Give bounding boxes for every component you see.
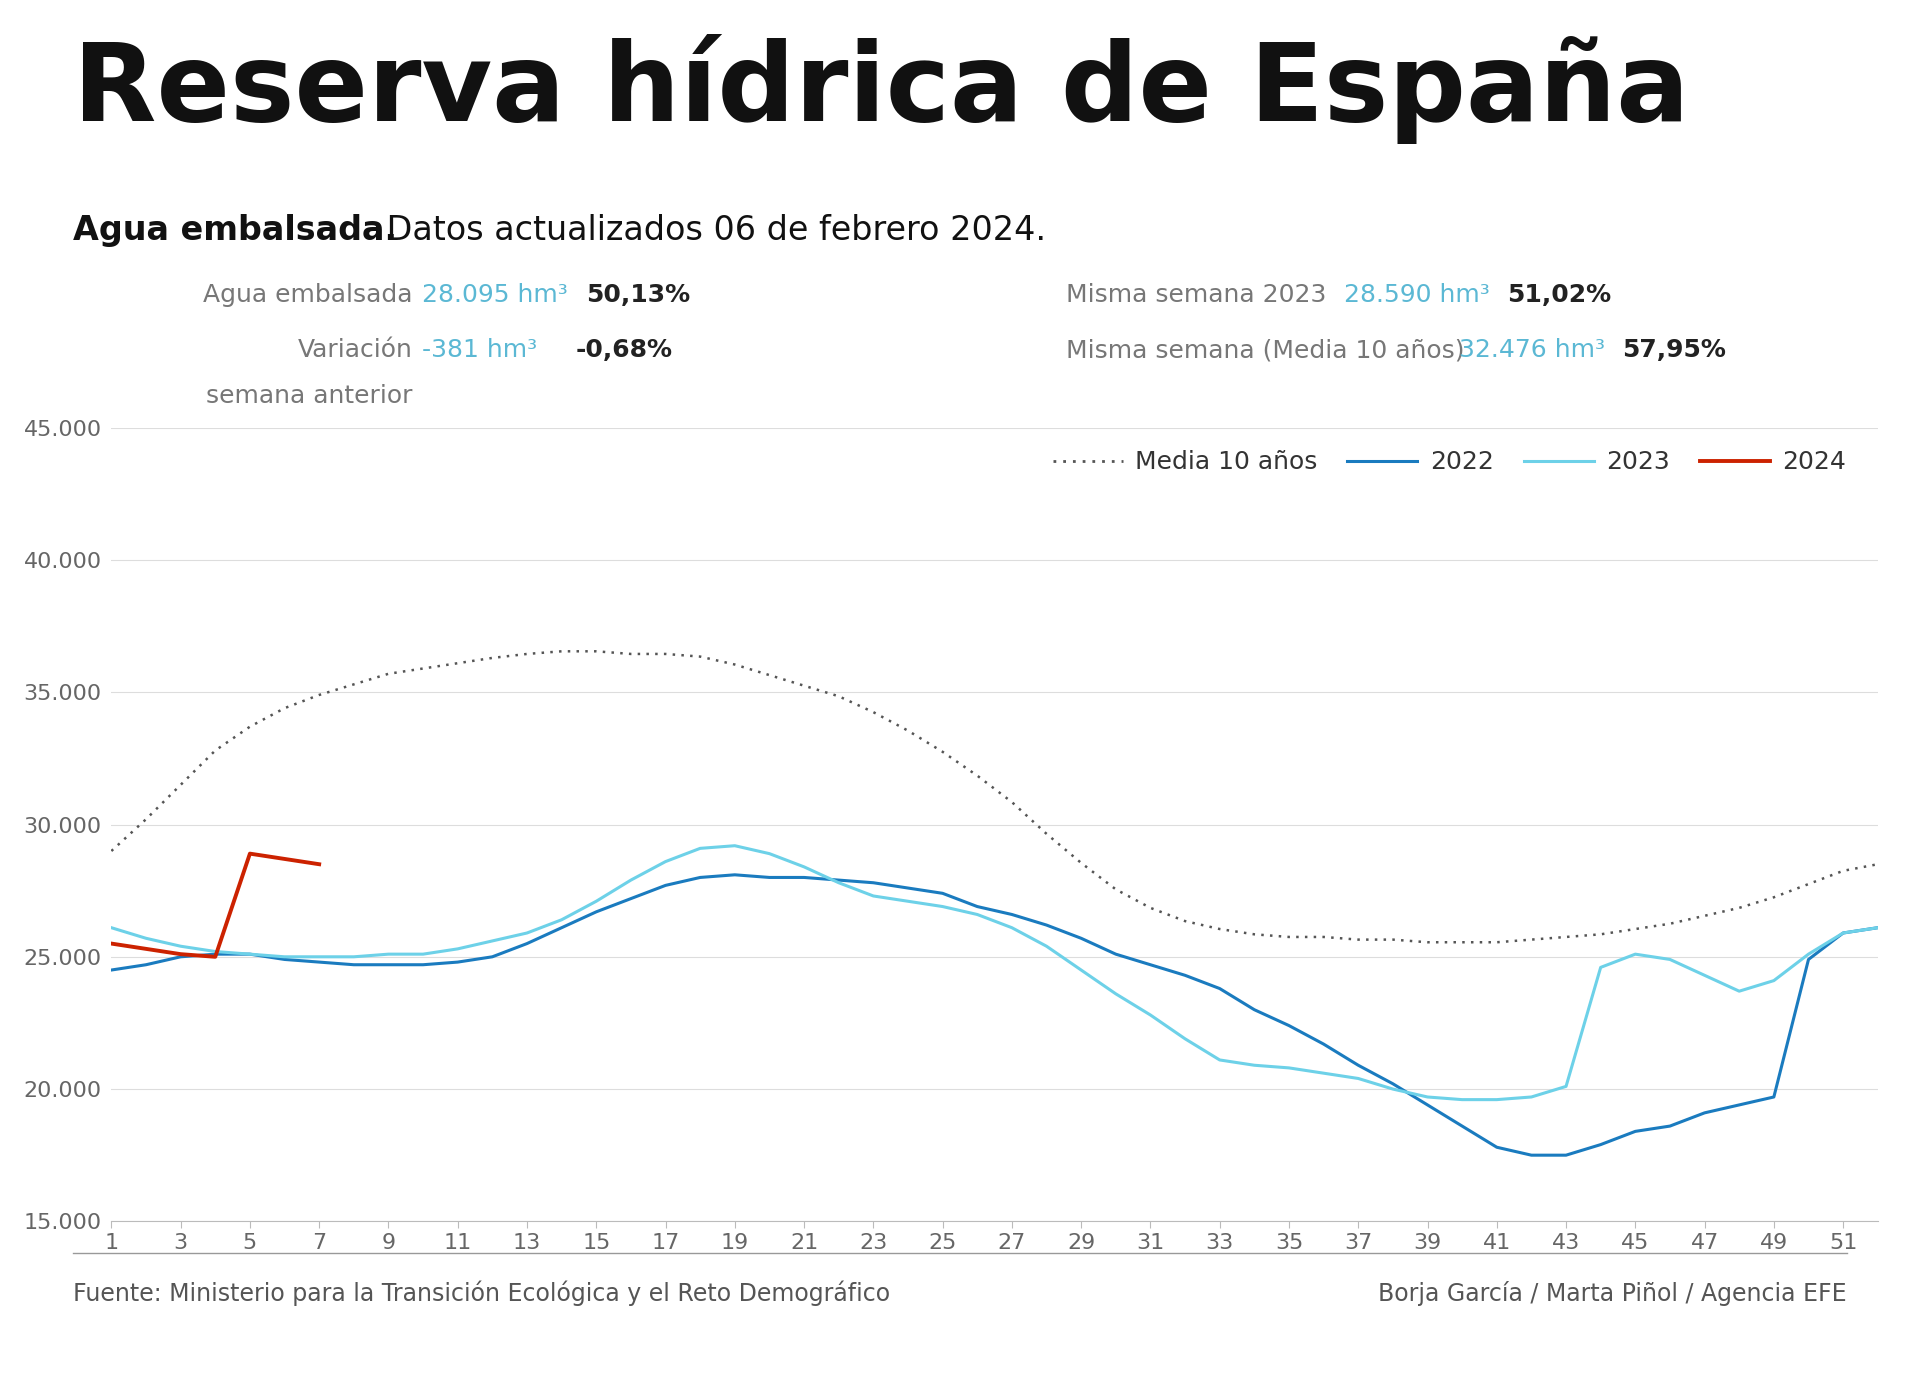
Text: Variación: Variación xyxy=(298,338,413,362)
Text: Misma semana (Media 10 años): Misma semana (Media 10 años) xyxy=(1066,338,1465,362)
Text: Borja García / Marta Piñol / Agencia EFE: Borja García / Marta Piñol / Agencia EFE xyxy=(1379,1281,1847,1305)
Text: Fuente: Ministerio para la Transición Ecológica y el Reto Demográfico: Fuente: Ministerio para la Transición Ec… xyxy=(73,1281,891,1305)
Text: Misma semana 2023: Misma semana 2023 xyxy=(1066,283,1327,306)
Text: Datos actualizados 06 de febrero 2024.: Datos actualizados 06 de febrero 2024. xyxy=(376,214,1046,247)
Text: Agua embalsada: Agua embalsada xyxy=(204,283,413,306)
Text: Reserva hídrica de España: Reserva hídrica de España xyxy=(73,34,1690,145)
Text: 28.095 hm³: 28.095 hm³ xyxy=(422,283,568,306)
Text: -0,68%: -0,68% xyxy=(576,338,674,362)
Text: Agua embalsada.: Agua embalsada. xyxy=(73,214,397,247)
Text: 28.590 hm³: 28.590 hm³ xyxy=(1344,283,1490,306)
Text: 51,02%: 51,02% xyxy=(1507,283,1611,306)
Text: 32.476 hm³: 32.476 hm³ xyxy=(1459,338,1605,362)
Text: -381 hm³: -381 hm³ xyxy=(422,338,538,362)
Text: 50,13%: 50,13% xyxy=(586,283,689,306)
Text: 57,95%: 57,95% xyxy=(1622,338,1726,362)
Text: semana anterior: semana anterior xyxy=(205,384,413,407)
Legend: Media 10 años, 2022, 2023, 2024: Media 10 años, 2022, 2023, 2024 xyxy=(1043,440,1857,484)
